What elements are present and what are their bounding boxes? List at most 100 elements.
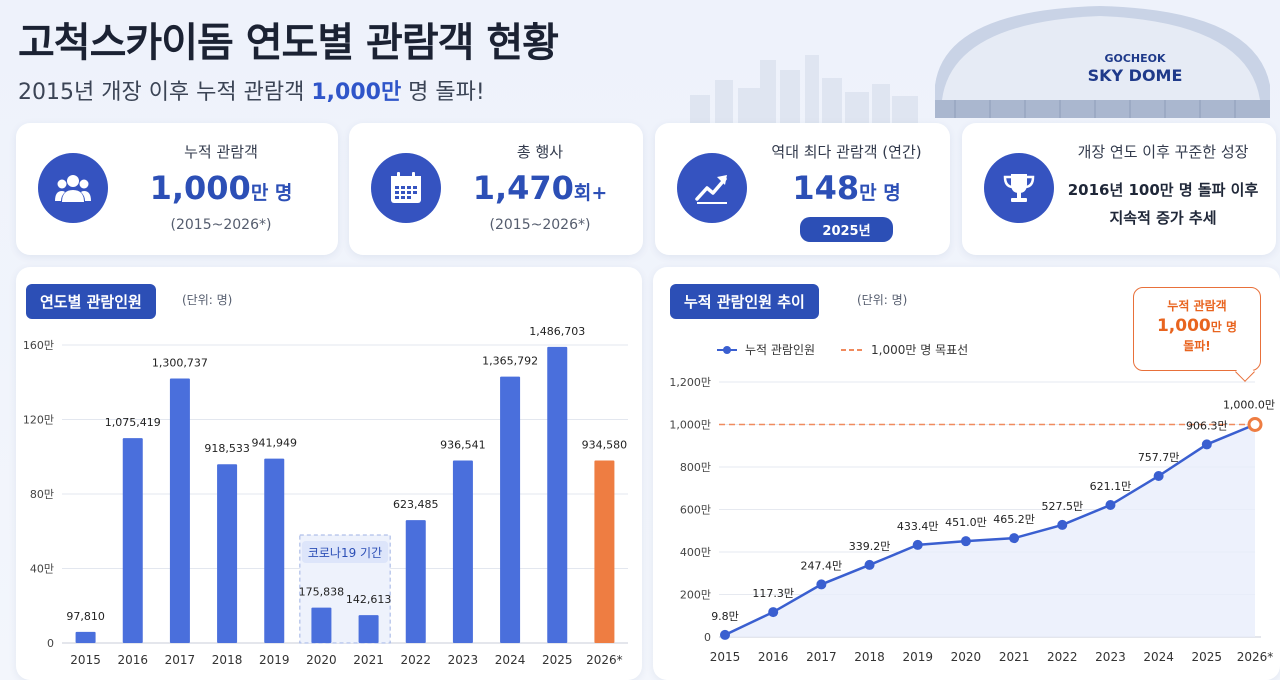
x-tick-label: 2025 bbox=[1192, 650, 1223, 664]
bar-value-label: 1,365,792 bbox=[482, 355, 538, 368]
x-tick-label: 2026* bbox=[586, 653, 623, 667]
bar-value-label: 1,075,419 bbox=[105, 416, 161, 429]
bar-chart-unit: (단위: 명) bbox=[182, 293, 233, 307]
y-tick-label: 600만 bbox=[680, 504, 711, 517]
card-value: 1,470회+ bbox=[472, 169, 608, 207]
data-point bbox=[1201, 439, 1212, 450]
area-fill bbox=[725, 424, 1255, 637]
x-tick-label: 2017 bbox=[165, 653, 196, 667]
y-tick-label: 800만 bbox=[680, 461, 711, 474]
trend-up-icon bbox=[677, 153, 747, 223]
card-note: (2015~2026*) bbox=[170, 217, 272, 233]
point-value-label: 1,000.0만 bbox=[1223, 399, 1275, 412]
bar-value-label: 941,949 bbox=[252, 437, 298, 450]
bar-value-label: 97,810 bbox=[66, 610, 105, 623]
x-tick-label: 2015 bbox=[710, 650, 741, 664]
x-tick-label: 2021 bbox=[353, 653, 384, 667]
y-tick-label: 0 bbox=[47, 637, 54, 650]
bar-value-label: 175,838 bbox=[299, 586, 345, 599]
point-value-label: 527.5만 bbox=[1041, 500, 1083, 513]
data-point bbox=[864, 559, 875, 570]
y-tick-label: 1,200만 bbox=[669, 376, 711, 389]
x-tick-label: 2020 bbox=[306, 653, 337, 667]
bar bbox=[311, 607, 332, 643]
data-point bbox=[816, 579, 827, 590]
bar bbox=[500, 376, 521, 643]
x-tick-label: 2015 bbox=[70, 653, 101, 667]
card-total-events: 총 행사 1,470회+ (2015~2026*) bbox=[349, 123, 643, 255]
sky-dome-illustration: GOCHEOK SKY DOME bbox=[690, 6, 1270, 125]
y-tick-label: 40만 bbox=[30, 563, 54, 576]
card-total-visitors: 누적 관람객 1,000만 명 (2015~2026*) bbox=[16, 123, 338, 255]
point-value-label: 247.4만 bbox=[801, 559, 843, 572]
data-point bbox=[912, 539, 923, 550]
card-max-visitors: 역대 최다 관람객 (연간) 148만 명 2025년 bbox=[655, 123, 950, 255]
x-tick-label: 2016 bbox=[758, 650, 789, 664]
x-tick-label: 2022 bbox=[400, 653, 431, 667]
legend-series-label: 누적 관람인원 bbox=[745, 343, 815, 357]
y-tick-label: 1,000만 bbox=[669, 419, 711, 432]
point-value-label: 339.2만 bbox=[849, 540, 891, 553]
line-chart-title: 누적 관람인원 추이 bbox=[670, 284, 819, 319]
x-tick-label: 2018 bbox=[212, 653, 243, 667]
x-tick-label: 2023 bbox=[1095, 650, 1126, 664]
bar bbox=[452, 460, 473, 643]
x-tick-label: 2021 bbox=[999, 650, 1030, 664]
calendar-icon bbox=[371, 153, 441, 223]
data-point bbox=[1105, 500, 1116, 511]
bar-value-label: 1,300,737 bbox=[152, 357, 208, 370]
data-point bbox=[768, 607, 779, 618]
data-point bbox=[720, 629, 730, 640]
card-label: 누적 관람객 bbox=[184, 143, 258, 161]
page-subtitle: 2015년 개장 이후 누적 관람객 1,000만 명 돌파! bbox=[18, 80, 485, 105]
bar bbox=[264, 458, 285, 643]
point-value-label: 9.8만 bbox=[711, 610, 739, 623]
y-tick-label: 0 bbox=[704, 631, 711, 644]
bar bbox=[122, 438, 143, 643]
bar-chart-panel: 연도별 관람인원 (단위: 명) 0 40만 80만 120만 160만 코로나19 기간… bbox=[16, 267, 642, 680]
x-tick-label: 2018 bbox=[854, 650, 885, 664]
bar bbox=[594, 460, 615, 643]
card-description: 2016년 100만 명 돌파 이후 지속적 증가 추세 bbox=[1067, 181, 1259, 227]
x-tick-label: 2023 bbox=[448, 653, 479, 667]
milestone-callout: 누적 관람객 1,000만 명 돌파! bbox=[1133, 287, 1261, 382]
x-tick-label: 2020 bbox=[951, 650, 982, 664]
data-point bbox=[1057, 519, 1068, 530]
bar-value-label: 918,533 bbox=[204, 442, 250, 455]
bar-value-label: 936,541 bbox=[440, 438, 486, 451]
year-badge: 2025년 bbox=[800, 217, 893, 242]
covid-label: 코로나19 기간 bbox=[308, 546, 382, 560]
dome-label-top: GOCHEOK bbox=[1104, 52, 1166, 65]
point-value-label: 465.2만 bbox=[993, 513, 1035, 526]
bar bbox=[547, 346, 568, 643]
y-tick-label: 400만 bbox=[680, 546, 711, 559]
data-point bbox=[1009, 533, 1020, 544]
x-tick-label: 2024 bbox=[495, 653, 526, 667]
page-title: 고척스카이돔 연도별 관람객 현황 bbox=[18, 20, 559, 66]
bar-value-label: 934,580 bbox=[582, 438, 628, 451]
card-value: 148만 명 bbox=[792, 169, 901, 207]
dome-label-main: SKY DOME bbox=[1088, 66, 1183, 85]
point-value-label: 757.7만 bbox=[1138, 451, 1180, 464]
card-label: 개장 연도 이후 꾸준한 성장 bbox=[1077, 143, 1249, 161]
trophy-icon bbox=[984, 153, 1054, 223]
bar bbox=[169, 378, 190, 643]
data-point-final bbox=[1247, 417, 1263, 432]
point-value-label: 117.3만 bbox=[752, 587, 794, 600]
y-tick-label: 200만 bbox=[680, 589, 711, 602]
legend-marker bbox=[723, 346, 731, 354]
people-icon bbox=[38, 153, 108, 223]
legend-target-label: 1,000만 명 목표선 bbox=[871, 343, 968, 357]
card-growth: 개장 연도 이후 꾸준한 성장 2016년 100만 명 돌파 이후 지속적 증가… bbox=[962, 123, 1276, 255]
bar-value-label: 142,613 bbox=[346, 593, 392, 606]
data-point bbox=[1153, 470, 1164, 481]
card-note: (2015~2026*) bbox=[489, 217, 591, 233]
bar bbox=[405, 520, 426, 643]
bar-chart-title: 연도별 관람인원 bbox=[26, 284, 156, 319]
x-tick-label: 2019 bbox=[902, 650, 933, 664]
series-line bbox=[724, 423, 1256, 637]
x-tick-label: 2024 bbox=[1143, 650, 1174, 664]
point-value-label: 621.1만 bbox=[1090, 480, 1132, 493]
bar-value-label: 1,486,703 bbox=[529, 325, 585, 338]
